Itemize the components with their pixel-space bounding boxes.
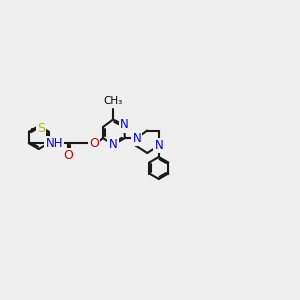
Text: N: N	[154, 139, 163, 152]
Text: NH: NH	[46, 137, 63, 150]
Text: CH₃: CH₃	[103, 97, 123, 106]
Text: N: N	[109, 139, 117, 152]
Text: N: N	[120, 118, 129, 131]
Text: O: O	[63, 149, 73, 162]
Text: N: N	[132, 131, 141, 145]
Text: O: O	[89, 137, 99, 150]
Text: S: S	[37, 122, 45, 135]
